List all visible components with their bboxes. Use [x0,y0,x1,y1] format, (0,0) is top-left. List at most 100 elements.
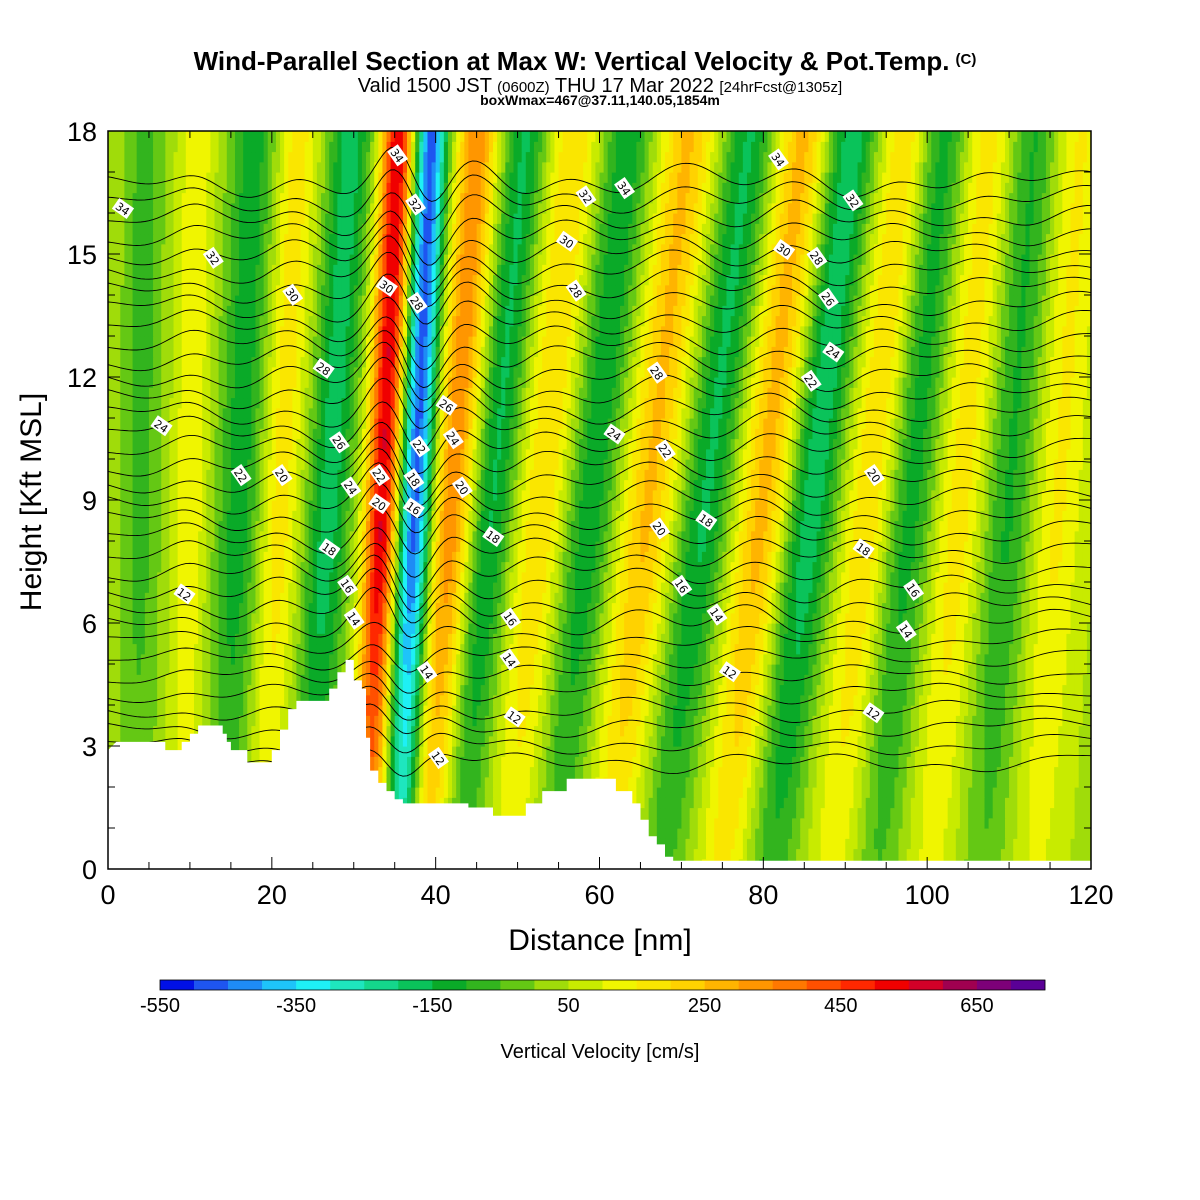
velocity-cell [411,797,416,809]
velocity-cell [181,664,187,675]
velocity-cell [218,694,224,706]
velocity-cell [214,674,220,686]
velocity-cell [796,735,801,747]
velocity-cell [771,674,777,686]
velocity-cell [972,746,977,757]
velocity-cell [861,787,867,798]
velocity-cell [108,725,113,737]
velocity-cell [697,653,703,665]
velocity-cell [648,797,654,809]
velocity-cell [566,705,572,716]
velocity-cell [783,787,789,798]
velocity-cell [247,746,252,757]
velocity-cell [861,828,867,839]
velocity-cell [472,653,478,665]
velocity-cell [542,756,547,768]
velocity-cell [1013,735,1018,747]
velocity-cell [890,756,895,768]
velocity-cell [800,787,805,798]
velocity-cell [1078,776,1084,788]
velocity-cell [779,725,785,737]
velocity-cell [1004,828,1010,839]
velocity-cell [730,746,736,757]
velocity-cell [689,828,695,839]
velocity-cell [656,674,662,686]
velocity-cell [988,817,994,829]
velocity-cell [660,684,666,696]
velocity-cell [665,674,670,686]
velocity-cell [886,766,891,778]
velocity-cell [402,766,408,778]
velocity-cell [853,817,859,829]
velocity-cell [1000,817,1006,829]
velocity-cell [808,797,814,809]
velocity-cell [718,674,723,686]
velocity-cell [161,715,166,727]
velocity-cell [1058,735,1063,747]
velocity-cell [456,746,461,757]
velocity-cell [787,828,793,839]
velocity-cell [443,705,449,716]
velocity-cell [918,828,924,839]
velocity-cell [1000,725,1006,737]
velocity-cell [1078,735,1084,747]
velocity-cell [726,848,732,860]
velocity-cell [972,807,977,819]
velocity-cell [615,766,621,778]
velocity-cell [1086,705,1091,716]
velocity-cell [1078,756,1084,768]
velocity-cell [148,725,154,737]
velocity-cell [370,705,375,716]
velocity-cell [587,684,592,696]
velocity-cell [726,817,732,829]
velocity-cell [1070,797,1076,809]
velocity-cell [660,746,666,757]
velocity-cell [947,725,953,737]
velocity-cell [886,756,891,768]
velocity-cell [165,705,171,716]
velocity-cell [1070,694,1076,706]
velocity-cell [517,756,523,768]
velocity-cell [914,746,920,757]
velocity-cell [1054,684,1059,696]
velocity-cell [619,653,625,665]
velocity-cell [1004,807,1010,819]
velocity-cell [710,828,715,839]
velocity-cell [804,797,809,809]
velocity-cell [173,725,179,737]
velocity-cell [185,674,191,686]
velocity-cell [1021,797,1027,809]
velocity-cell [415,756,420,768]
velocity-cell [697,715,703,727]
velocity-cell [914,787,920,798]
velocity-cell [570,746,576,757]
velocity-cell [943,715,949,727]
velocity-cell [669,797,674,809]
velocity-cell [427,725,433,737]
velocity-cell [456,797,461,809]
velocity-cell [1062,838,1068,850]
velocity-cell [681,725,687,737]
velocity-cell [849,848,855,860]
velocity-cell [366,684,371,696]
velocity-cell [640,694,646,706]
velocity-cell [947,828,953,839]
velocity-cell [742,848,748,860]
velocity-cell [292,664,298,675]
velocity-cell [390,776,396,788]
velocity-cell [607,725,613,737]
velocity-cell [837,664,842,675]
velocity-cell [116,705,121,716]
velocity-cell [968,828,973,839]
velocity-cell [595,766,601,778]
velocity-cell [132,664,138,675]
velocity-cell [677,797,683,809]
velocity-cell [665,756,670,768]
velocity-cell [824,653,830,665]
velocity-cell [972,848,977,860]
velocity-cell [1013,684,1018,696]
velocity-cell [1029,756,1035,768]
velocity-cell [386,766,392,778]
velocity-cell [988,735,994,747]
velocity-cell [460,746,465,757]
